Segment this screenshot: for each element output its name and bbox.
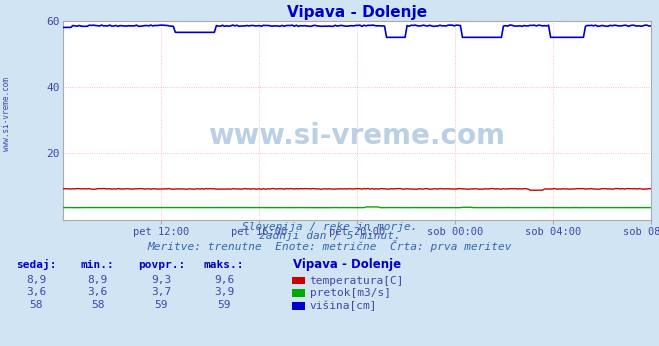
Text: 3,9: 3,9 [214,287,234,297]
Text: www.si-vreme.com: www.si-vreme.com [2,77,11,151]
Text: 59: 59 [155,300,168,310]
Text: zadnji dan / 5 minut.: zadnji dan / 5 minut. [258,231,401,242]
Text: sedaj:: sedaj: [16,259,57,270]
Text: www.si-vreme.com: www.si-vreme.com [208,122,505,150]
Text: Vipava - Dolenje: Vipava - Dolenje [293,258,401,271]
Title: Vipava - Dolenje: Vipava - Dolenje [287,4,427,20]
Text: 58: 58 [30,300,43,310]
Text: maks.:: maks.: [204,260,244,270]
Text: Slovenija / reke in morje.: Slovenija / reke in morje. [242,222,417,232]
Text: 9,3: 9,3 [152,275,171,285]
Text: temperatura[C]: temperatura[C] [310,276,404,285]
Text: 3,6: 3,6 [88,287,107,297]
Text: pretok[m3/s]: pretok[m3/s] [310,288,391,298]
Text: 9,6: 9,6 [214,275,234,285]
Text: višina[cm]: višina[cm] [310,301,377,311]
Text: 3,7: 3,7 [152,287,171,297]
Text: 8,9: 8,9 [88,275,107,285]
Text: 8,9: 8,9 [26,275,46,285]
Text: 3,6: 3,6 [26,287,46,297]
Text: min.:: min.: [80,260,115,270]
Text: 58: 58 [91,300,104,310]
Text: Meritve: trenutne  Enote: metrične  Črta: prva meritev: Meritve: trenutne Enote: metrične Črta: … [147,240,512,252]
Text: 59: 59 [217,300,231,310]
Text: povpr.:: povpr.: [138,260,185,270]
